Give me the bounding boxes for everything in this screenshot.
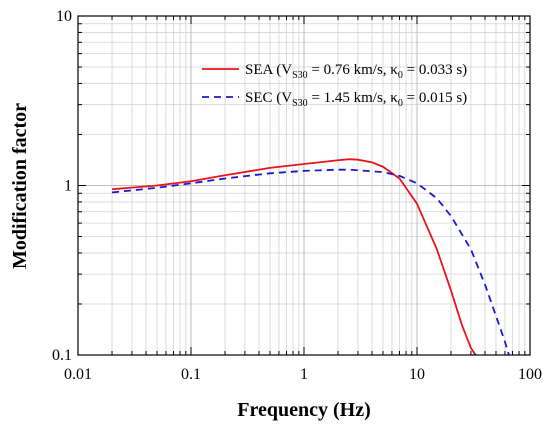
legend-sea-prefix: SEA (V: [245, 62, 292, 78]
legend-sec-prefix: SEC (V: [245, 90, 292, 106]
x-tick-label: 1: [300, 366, 308, 383]
legend-sec-mid: = 1.45 km/s, κ: [308, 90, 399, 106]
y-tick-label: 0.1: [52, 347, 72, 364]
legend-sea-sub2: 0: [398, 70, 403, 81]
y-tick-label: 1: [64, 178, 72, 195]
axis-ticks: [77, 16, 530, 356]
legend-sec-sub2: 0: [398, 98, 403, 109]
grid-lines: [78, 16, 530, 355]
legend-sea-mid: = 0.76 km/s, κ: [308, 62, 399, 78]
tick-labels: 0.01 0.1 1 10 100 0.1 1 10: [52, 8, 542, 383]
series-lines: [111, 158, 510, 355]
x-tick-label: 10: [409, 366, 425, 383]
y-axis-title: Modification factor: [9, 103, 31, 269]
x-tick-label: 100: [518, 366, 542, 383]
x-axis-title: Frequency (Hz): [237, 399, 371, 421]
legend-sec-suffix: = 0.015 s): [403, 90, 467, 106]
plot-frame: [77, 15, 531, 356]
x-tick-label: 0.1: [181, 366, 201, 383]
legend-sea-suffix: = 0.033 s): [403, 62, 467, 78]
y-tick-label: 10: [56, 8, 72, 25]
legend: SEA (VS30 = 0.76 km/s, κ0 = 0.033 s) SEC…: [202, 62, 467, 109]
legend-label-sea: SEA (VS30 = 0.76 km/s, κ0 = 0.033 s): [245, 62, 467, 81]
series-line-sec: [111, 168, 510, 355]
x-tick-label: 0.01: [64, 366, 92, 383]
legend-label-sec: SEC (VS30 = 1.45 km/s, κ0 = 0.015 s): [245, 90, 467, 109]
legend-sec-sub1: S30: [292, 98, 308, 109]
series-line-sea: [111, 158, 477, 355]
legend-sea-sub1: S30: [292, 70, 308, 81]
